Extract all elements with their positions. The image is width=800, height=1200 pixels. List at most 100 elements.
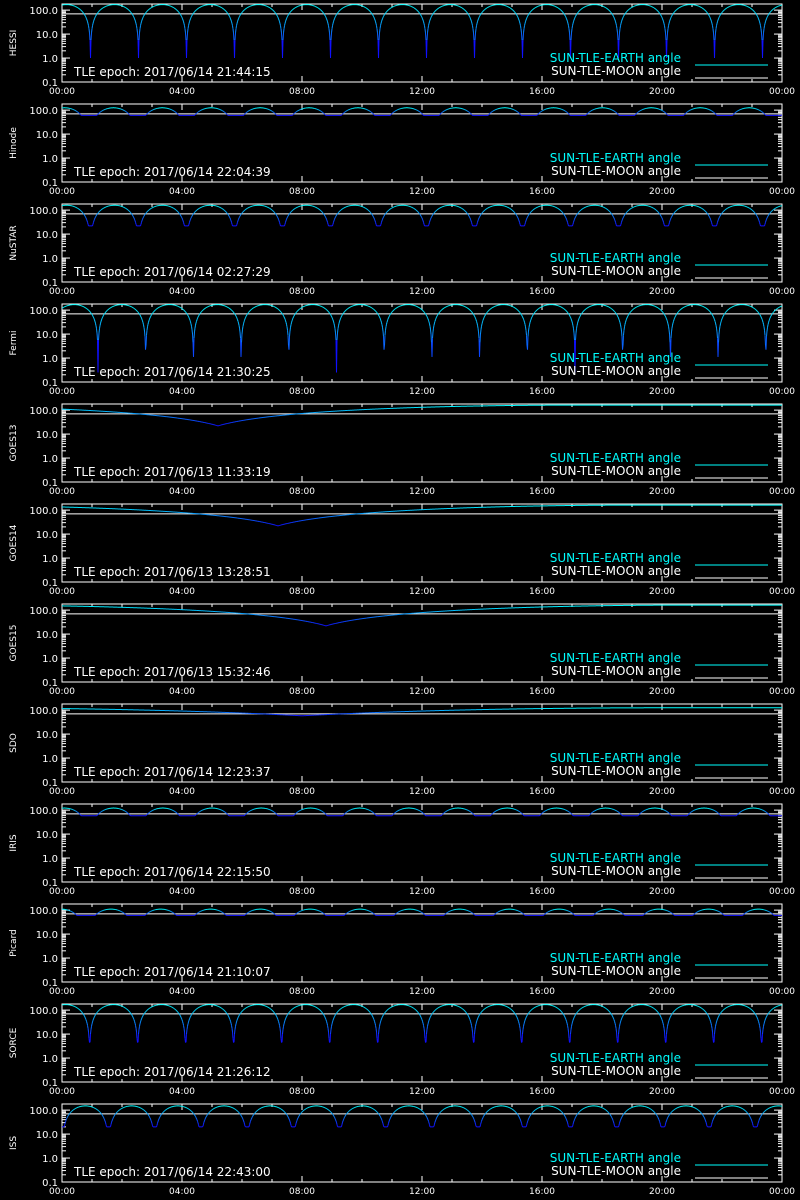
earth-angle-segment: [618, 40, 620, 59]
data-area: [62, 4, 782, 59]
earth-angle-segment: [721, 12, 723, 14]
earth-angle-segment: [275, 213, 277, 215]
earth-angle-segment: [97, 212, 99, 215]
earth-angle-segment: [242, 210, 244, 213]
earth-angle-segment: [755, 13, 757, 15]
earth-angle-segment: [519, 23, 521, 26]
earth-angle-segment: [529, 12, 531, 14]
earth-angle-segment: [375, 223, 377, 227]
panel-name-label: HESSI: [9, 30, 19, 57]
earth-angle-segment: [707, 214, 709, 216]
earth-angle-segment: [471, 114, 473, 116]
x-tick-label: 00:00: [769, 187, 795, 197]
earth-angle-segment: [177, 10, 179, 13]
earth-angle-segment: [382, 217, 384, 220]
earth-angle-segment: [134, 18, 136, 21]
earth-angle-segment: [465, 210, 467, 213]
earth-angle-segment: [326, 19, 328, 22]
earth-angle-segment: [336, 214, 338, 216]
earth-angle-segment: [338, 10, 340, 12]
earth-angle-segment: [561, 10, 563, 12]
earth-angle-segment: [516, 214, 518, 217]
earth-angle-segment: [227, 213, 229, 215]
earth-angle-segment: [621, 220, 623, 223]
earth-angle-segment: [756, 215, 758, 218]
earth-angle-segment: [374, 219, 376, 221]
earth-angle-segment: [381, 18, 383, 21]
earth-angle-segment: [240, 13, 242, 15]
earth-angle-segment: [381, 220, 383, 223]
earth-angle-segment: [225, 211, 227, 213]
earth-angle-segment: [278, 219, 280, 221]
earth-angle-segment: [709, 16, 711, 18]
earth-angle-segment: [93, 18, 95, 21]
earth-angle-segment: [284, 223, 286, 227]
earth-angle-segment: [517, 17, 519, 19]
earth-angle-segment: [420, 215, 422, 218]
x-tick-label: 00:00: [49, 287, 75, 297]
earth-angle-segment: [382, 17, 384, 19]
earth-angle-segment: [183, 23, 185, 26]
earth-angle-segment: [465, 211, 467, 213]
earth-angle-segment: [715, 113, 717, 115]
earth-angle-segment: [236, 23, 238, 26]
earth-angle-segment: [322, 11, 324, 13]
earth-angle-segment: [421, 217, 423, 220]
earth-angle-segment: [188, 223, 190, 227]
earth-angle-segment: [705, 10, 707, 13]
earth-angle-segment: [135, 223, 137, 227]
earth-angle-segment: [136, 28, 138, 34]
earth-angle-segment: [429, 19, 431, 22]
earth-angle-segment: [92, 222, 94, 225]
x-tick-label: 00:00: [49, 387, 75, 397]
earth-angle-segment: [528, 12, 530, 15]
earth-angle-segment: [767, 15, 769, 17]
earth-angle-segment: [765, 19, 767, 22]
earth-angle-segment: [757, 217, 759, 220]
earth-angle-segment: [515, 12, 517, 15]
earth-angle-segment: [524, 222, 526, 225]
earth-angle-segment: [433, 12, 435, 14]
earth-angle-segment: [529, 212, 531, 214]
earth-angle-segment: [287, 215, 289, 218]
earth-angle-segment: [83, 13, 85, 15]
earth-angle-segment: [519, 222, 521, 225]
earth-angle-segment: [768, 13, 770, 15]
earth-angle-segment: [708, 14, 710, 16]
earth-angle-segment: [434, 210, 436, 213]
panel-nustar: 100.010.01.00.100:00 04:00 08:00 12:00 16:00…: [9, 203, 795, 297]
earth-angle-segment: [142, 320, 144, 323]
earth-angle-segment: [325, 216, 327, 219]
earth-angle-segment: [91, 314, 93, 316]
earth-angle-segment: [754, 12, 756, 14]
earth-angle-segment: [612, 215, 614, 218]
earth-angle-segment: [232, 28, 234, 34]
earth-angle-segment: [576, 213, 578, 215]
earth-angle-segment: [374, 19, 376, 22]
earth-angle-segment: [178, 12, 180, 14]
earth-angle-segment: [369, 10, 371, 13]
earth-angle-segment: [423, 222, 425, 225]
earth-angle-segment: [181, 217, 183, 220]
earth-angle-segment: [428, 223, 430, 227]
x-tick-label: 00:00: [769, 87, 795, 97]
earth-angle-segment: [481, 11, 483, 13]
earth-angle-segment: [129, 211, 131, 213]
earth-angle-segment: [609, 211, 611, 213]
earth-angle-segment: [732, 114, 734, 116]
earth-angle-segment: [469, 17, 471, 19]
earth-angle-segment: [137, 32, 139, 41]
earth-angle-segment: [277, 17, 279, 19]
earth-angle-segment: [563, 213, 565, 215]
earth-angle-segment: [536, 114, 538, 116]
earth-angle-segment: [383, 214, 385, 217]
earth-angle-segment: [371, 213, 373, 215]
earth-angle-segment: [228, 214, 230, 217]
earth-angle-segment: [520, 28, 522, 34]
earth-angle-segment: [341, 114, 343, 116]
earth-angle-segment: [720, 13, 722, 15]
earth-angle-segment: [611, 214, 613, 216]
earth-angle-segment: [718, 16, 720, 18]
earth-angle-segment: [622, 216, 624, 219]
earth-angle-segment: [439, 113, 441, 115]
